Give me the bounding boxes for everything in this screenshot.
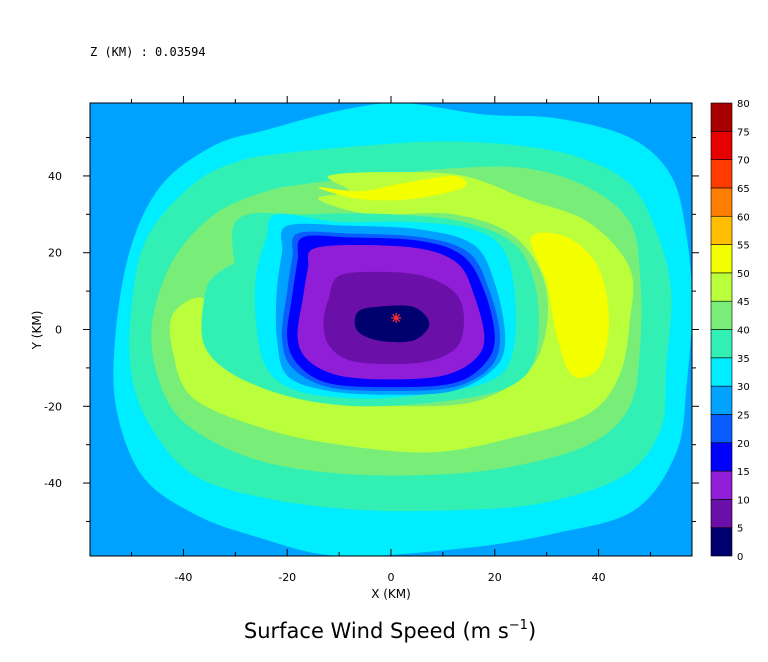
colorbar-swatch [710, 244, 733, 274]
contour-fills [113, 103, 692, 556]
colorbar: 0 5 10 15 20 25 30 35 40 45 50 55 60 65 70 75 80 [710, 99, 750, 563]
x-axis-label: X (KM) [371, 587, 411, 601]
y-tick-label: -20 [44, 400, 62, 413]
colorbar-label: 80 [737, 99, 750, 110]
chart-title-exponent: −1 [509, 618, 528, 633]
colorbar-label: 10 [737, 495, 750, 506]
level-label: Z (KM) : 0.03594 [90, 45, 206, 59]
colorbar-swatch [710, 329, 733, 359]
chart-title-main: Surface Wind Speed (m s [244, 619, 509, 643]
colorbar-swatch [710, 414, 733, 444]
contour-band-4 [318, 175, 467, 201]
x-tick-label: 20 [488, 571, 502, 584]
colorbar-label: 25 [737, 410, 750, 421]
center-marker-stroke [392, 314, 401, 322]
y-tick-labels: -40 -20 0 20 40 [44, 170, 62, 490]
colorbar-swatch [710, 357, 733, 387]
y-tick-label: 40 [48, 170, 62, 183]
x-tick-label: -40 [174, 571, 192, 584]
y-tick-label: 0 [55, 324, 62, 337]
colorbar-swatch [710, 300, 733, 330]
colorbar-label: 55 [737, 241, 750, 252]
x-tick-label: -20 [278, 571, 296, 584]
x-tick-label: 40 [592, 571, 606, 584]
colorbar-swatch [710, 159, 733, 189]
colorbar-swatch [710, 215, 733, 245]
colorbar-swatch [710, 470, 733, 500]
colorbar-label: 0 [737, 552, 743, 563]
colorbar-label: 45 [737, 297, 750, 308]
colorbar-swatch [710, 131, 733, 160]
colorbar-label: 75 [737, 127, 750, 138]
colorbar-label: 35 [737, 354, 750, 365]
contour-band-5 [530, 232, 609, 378]
colorbar-label: 70 [737, 156, 750, 167]
colorbar-swatch [710, 499, 733, 528]
x-tick-labels: -40 -20 0 20 40 [174, 571, 605, 584]
colorbar-label: 40 [737, 326, 750, 337]
colorbar-label: 50 [737, 269, 750, 280]
colorbar-label: 20 [737, 439, 750, 450]
storm-center-marker [391, 312, 402, 323]
y-tick-label: -40 [44, 477, 62, 490]
colorbar-swatch [710, 442, 733, 472]
y-axis-label: Y (KM) [30, 311, 44, 351]
chart-title: Surface Wind Speed (m s−1) [244, 618, 536, 643]
colorbar-swatch [710, 527, 733, 557]
contour-band-3 [169, 172, 634, 453]
chart-title-close: ) [528, 619, 536, 643]
colorbar-label: 30 [737, 382, 750, 393]
colorbar-swatch [710, 187, 733, 217]
contour-band-13 [354, 305, 430, 343]
colorbar-label: 60 [737, 212, 750, 223]
x-tick-label: 0 [388, 571, 395, 584]
colorbar-swatch [710, 385, 733, 415]
colorbar-label: 65 [737, 184, 750, 195]
y-tick-label: 20 [48, 247, 62, 260]
colorbar-swatch [710, 102, 733, 132]
colorbar-label: 5 [737, 524, 743, 535]
axis-ticks [83, 96, 699, 556]
colorbar-swatch [710, 272, 733, 302]
colorbar-label: 15 [737, 467, 750, 478]
